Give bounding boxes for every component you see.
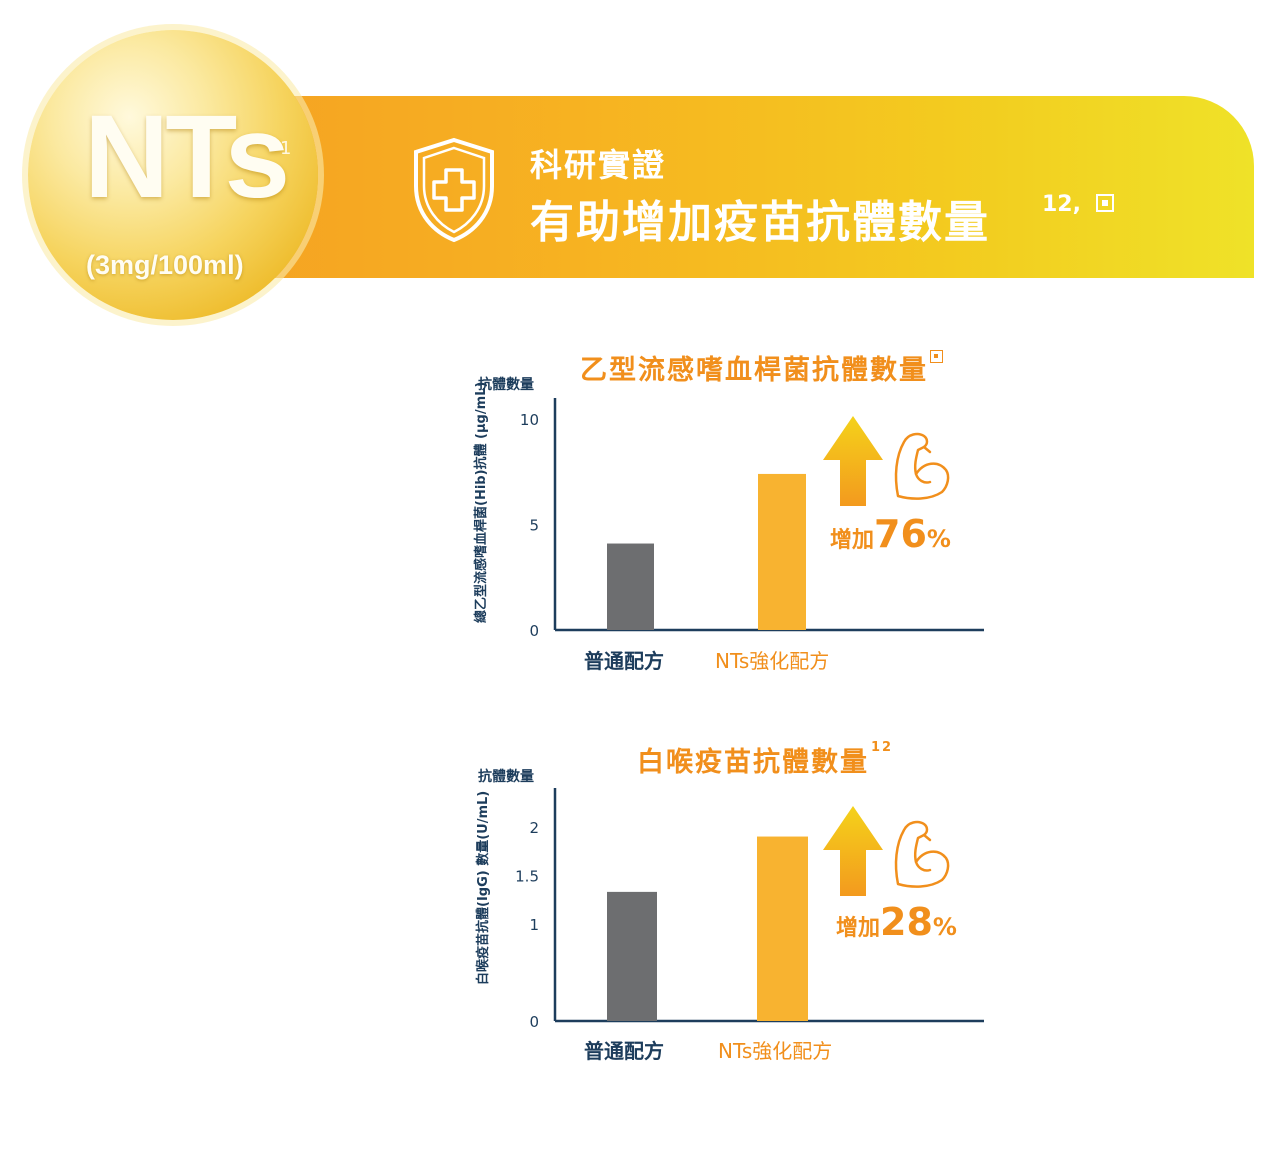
- bar-regular: [607, 543, 654, 630]
- chart1-increase-unit: %: [926, 525, 951, 553]
- chart2-category-nts: NTs強化配方: [718, 1039, 833, 1063]
- nts-badge-dose: (3mg/100ml): [86, 250, 244, 280]
- chart2-increase-unit: %: [932, 913, 957, 941]
- nts-badge: [28, 30, 318, 320]
- y-tick-label: 5: [529, 517, 539, 535]
- header-banner: [240, 96, 1254, 278]
- chart2-increase: 增加28%: [836, 900, 957, 944]
- header-title: 有助增加疫苗抗體數量: [530, 197, 990, 248]
- chart2-title-ref: 12: [871, 740, 894, 755]
- y-tick-label: 1.5: [515, 867, 539, 885]
- chart1-increase-value: 76: [874, 512, 927, 556]
- chart1-increase: 增加76%: [830, 512, 951, 556]
- bar-nts: [757, 836, 808, 1021]
- header-title-ref: 12,: [1042, 192, 1081, 217]
- chart1-category-regular: 普通配方: [584, 649, 664, 673]
- chart1-increase-label: 增加: [830, 528, 875, 553]
- nts-badge-footnote: 1: [280, 138, 292, 159]
- nts-badge-text: NTs: [84, 91, 290, 223]
- chart1-title-text: 乙型流感嗜血桿菌抗體數量: [580, 355, 928, 386]
- bar-regular: [607, 891, 657, 1021]
- chart2-increase-value: 28: [880, 900, 933, 944]
- flexed-arm-icon: [894, 432, 950, 500]
- y-tick-label: 0: [529, 622, 539, 640]
- chart2-title: 白喉疫苗抗體數量 12: [637, 740, 893, 779]
- bar-nts: [758, 473, 806, 630]
- y-tick-label: 1: [529, 916, 539, 934]
- up-arrow-icon: [823, 416, 883, 506]
- header-subtitle: 科研實證: [530, 146, 667, 184]
- chart2-category-regular: 普通配方: [584, 1039, 664, 1063]
- chart1-title: 乙型流感嗜血桿菌抗體數量: [580, 348, 943, 387]
- chart2-increase-label: 增加: [836, 916, 881, 941]
- up-arrow-icon: [823, 806, 883, 896]
- shield-medical-cross-icon: [414, 137, 494, 243]
- flexed-arm-icon: [894, 820, 950, 888]
- y-tick-label: 0: [529, 1013, 539, 1031]
- chart1-ylabel-top: 抗體數量: [478, 377, 534, 393]
- reference-box-icon: [930, 350, 943, 363]
- y-tick-label: 10: [520, 411, 539, 429]
- chart2-title-text: 白喉疫苗抗體數量: [637, 747, 869, 778]
- reference-box-icon: [1096, 194, 1114, 212]
- chart2-ylabel-top: 抗體數量: [478, 769, 534, 785]
- y-tick-label: 2: [529, 819, 539, 837]
- chart1-category-nts: NTs強化配方: [715, 649, 830, 673]
